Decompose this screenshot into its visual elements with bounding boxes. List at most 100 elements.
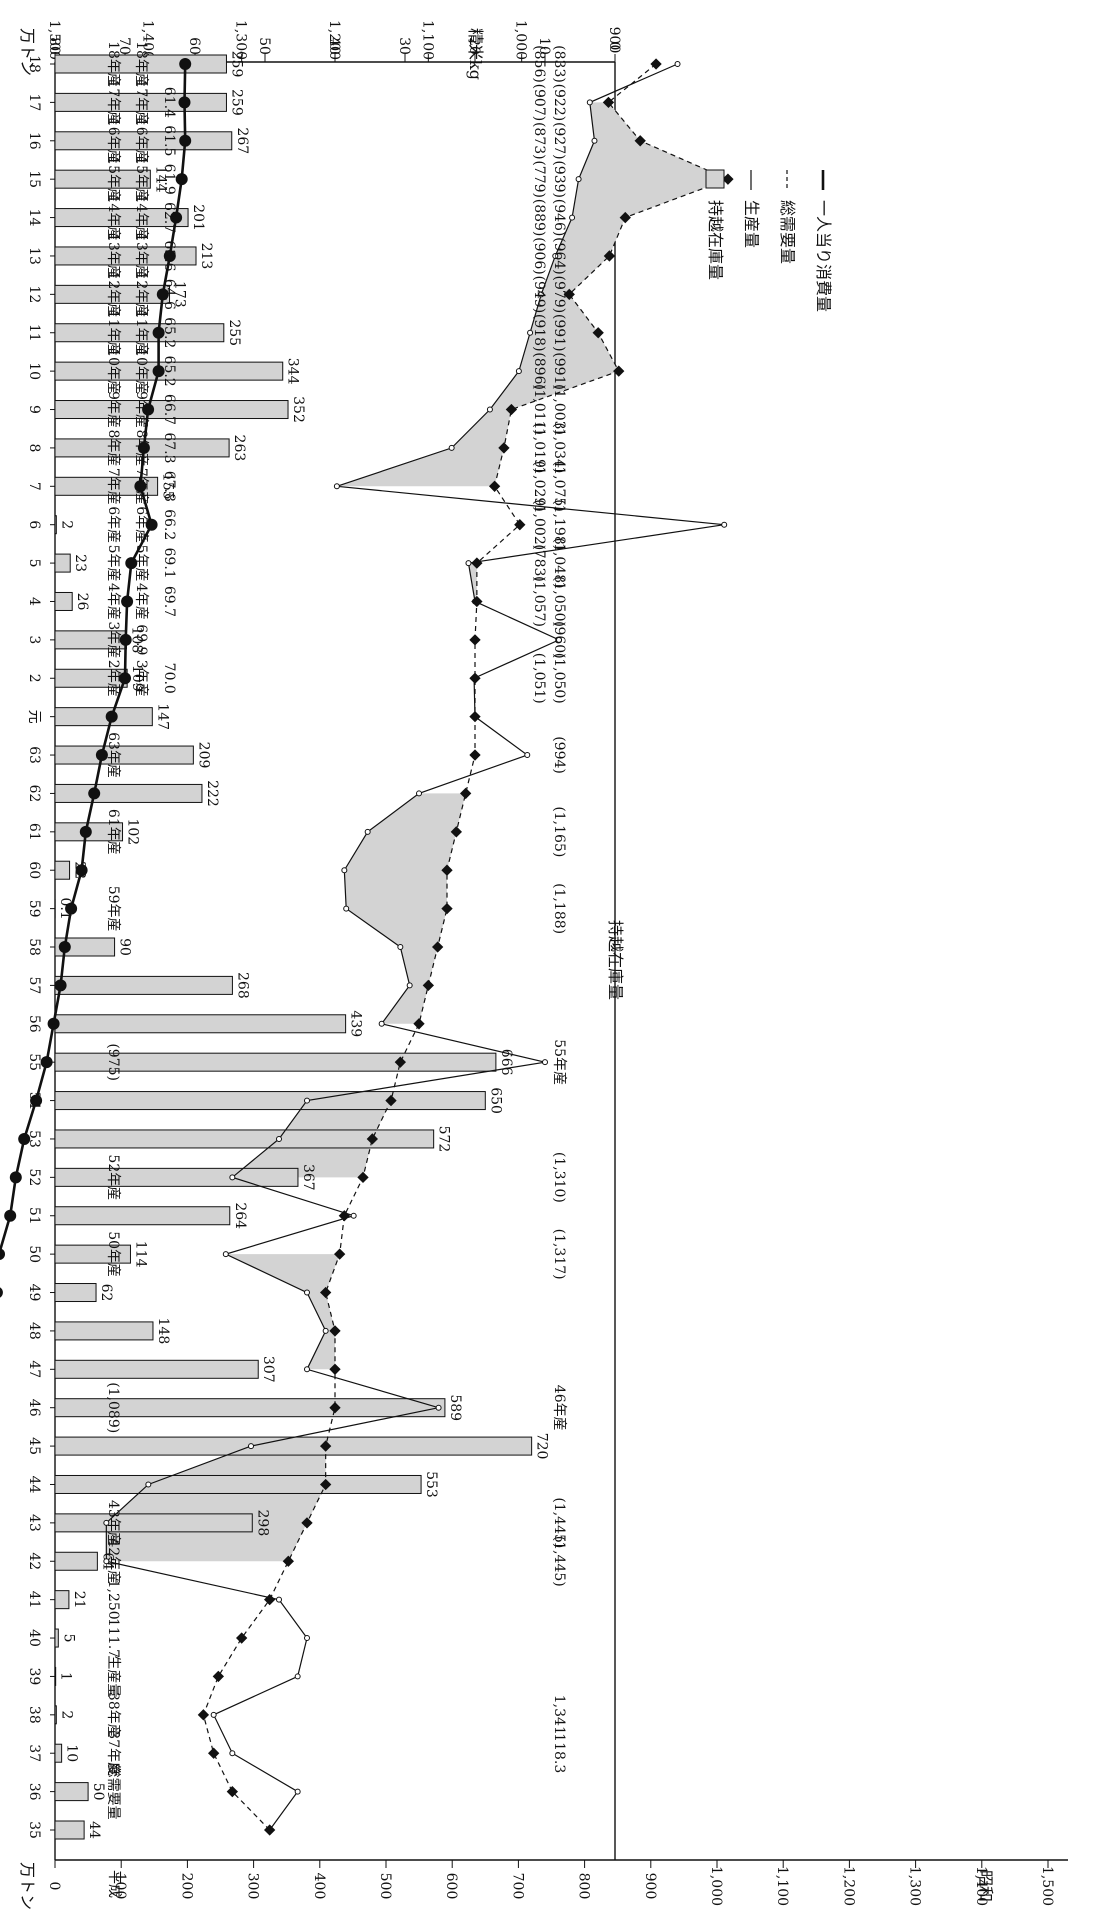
annotation-label: 17年産 [133,79,149,125]
x-category-label: 14 [26,209,42,227]
legend-label: 総需要量 [778,200,797,264]
demand-point [212,1670,224,1683]
x-category-label: 62 [26,785,42,803]
per-capita-tick-label: 30 [396,37,412,55]
inside-label: 持越在庫量 [606,920,625,1000]
annotation-label: 4年産 [133,583,149,620]
annotation-label: (1,165) [551,806,567,857]
annotation-label: 18年産 [133,41,149,87]
annotation-label: (1,075) [551,461,567,512]
per-capita-point [95,749,108,762]
per-capita-point [152,365,165,378]
annotation-label: (979) [551,276,567,314]
annotation-label: 18年産 [105,41,121,87]
carryover-bar-label: 90 [117,938,133,956]
x-category-label: 53 [26,1130,42,1148]
annotation-label: (949) [531,276,547,314]
demand-point [320,1478,332,1491]
lower-tick-label: 1,300 [907,1866,923,1906]
annotation-label: 65.2 [161,356,177,387]
annotation-label: 111.7 [105,1618,121,1658]
annotation-label: 16年産 [133,118,149,164]
production-point [552,252,559,259]
carryover-bar-label: 589 [447,1394,463,1421]
annotation-label: 1,341 [551,1695,567,1735]
production-point [276,1135,282,1142]
annotation-label: 9年産 [105,391,121,428]
annotation-label: (975) [105,1043,121,1081]
production-point [304,1097,310,1104]
demand-point [264,1593,276,1606]
legend-swatch [705,169,725,189]
annotation-label: 38年産 [105,1692,121,1738]
per-capita-point [137,441,150,454]
carryover-bar [54,1283,97,1303]
annotation-label: (1,051) [531,653,547,704]
carryover-bar [54,1014,347,1034]
x-category-label: 63 [26,746,42,764]
x-category-label: 54 [26,1092,42,1110]
carryover-bar-label: 553 [423,1471,439,1498]
x-category-label: 4 [26,597,42,606]
per-capita-point [142,403,155,416]
upper-tick-label: 1,000 [513,20,529,60]
x-category-label: 35 [26,1821,42,1839]
x-category-label: 37 [26,1744,42,1762]
annotation-label: 10年産 [133,348,149,394]
lower-tick-label: 500 [377,1873,393,1900]
x-category-label: 61 [26,823,42,841]
production-point [591,137,598,144]
per-capita-point [9,1171,22,1184]
production-point [229,1750,236,1757]
demand-point [650,58,662,70]
annotation-label: 16年産 [105,118,121,164]
x-category-label: 18 [26,55,42,73]
per-capita-point [65,902,78,915]
carryover-bar [54,1782,89,1802]
lower-tick-label: 1,500 [1039,1866,1055,1906]
annotation-label: (1,050) [551,653,567,704]
per-capita-point [121,595,134,608]
carryover-bar-label: 572 [436,1126,452,1153]
carryover-bar-label: 222 [204,780,220,807]
carryover-bar-label: 2 [58,1710,74,1719]
annotation-label: 6年産 [105,506,121,543]
x-category-label: 16 [26,132,42,150]
upper-ticks: 1,500 1,400 1,300 1,200 1,100 1,000 900 [46,20,622,62]
x-category-label: 58 [26,938,42,956]
carryover-bar-label: 268 [234,972,250,999]
upper-tick-label: 1,100 [419,20,435,60]
x-category-label: 13 [26,247,42,265]
per-capita-point [145,518,158,531]
per-capita-point [170,211,183,224]
annotation-label: (946) [551,199,567,237]
annotation-label: 2年産 [105,660,121,697]
annotation-label: 46年産 [551,1385,567,1431]
annotation-label: 67.3 [161,432,177,463]
carryover-bar-label: 650 [487,1087,503,1114]
annotation-label: (779) [531,160,547,198]
carryover-bar [54,1436,533,1456]
annotation-label: 13年産 [105,233,121,279]
production-point [103,1558,110,1565]
per-capita-tick-label: 70 [116,37,132,55]
surplus-area [336,102,728,487]
carryover-bar-label: 298 [254,1510,270,1537]
annotation-label: 生産量 [105,1655,121,1697]
x-category-label: 55 [26,1053,42,1071]
production-point [350,1212,357,1219]
annotation-label: (1,188) [551,883,567,934]
lower-tick-label: 0 [46,1882,62,1891]
per-capita-tick-label: 40 [326,37,342,55]
surplus-shading [106,102,728,1562]
demand-point [357,1171,369,1184]
annotation-label: (1,034) [551,422,567,473]
production-point [322,1327,329,1334]
x-category-label: 43 [26,1514,42,1532]
carryover-bar-label: 352 [290,396,306,423]
per-capita-point [0,1248,5,1261]
annotation-label: (991) [551,314,567,352]
production-point [364,828,371,835]
annotation-label: 59年産 [105,886,121,932]
production-point [229,1174,236,1181]
